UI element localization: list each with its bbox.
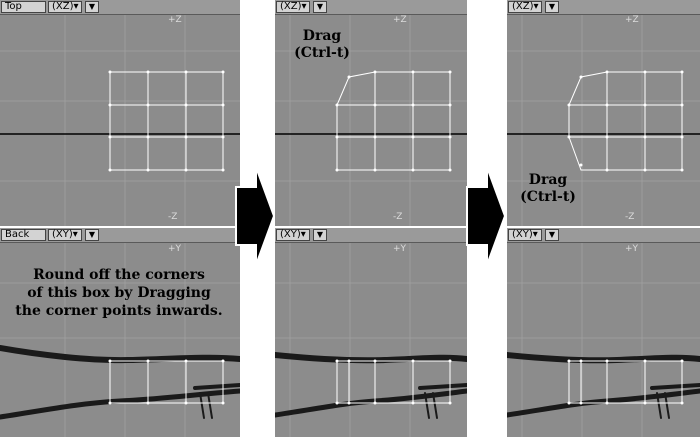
viewport-toolbar: Back (XY)▾ ▼ — [0, 228, 240, 243]
drag-annotation: Drag (Ctrl-t) — [287, 28, 357, 62]
viewport-grid — [275, 243, 467, 437]
axis-label-plus-z: +Z — [168, 15, 182, 25]
projection-label: (XZ) — [512, 1, 534, 12]
axis-label-plus-y: +Y — [168, 244, 182, 254]
instruction-line: the corner points inwards. — [15, 303, 223, 319]
box-mesh-front — [336, 360, 451, 404]
projection-dropdown[interactable]: (XZ)▾ — [276, 1, 310, 13]
box-mesh — [336, 71, 451, 171]
drag-annotation: Drag (Ctrl-t) — [508, 172, 588, 206]
top-viewport[interactable]: (XZ)▾ ▼ +Z -Z — [275, 0, 467, 226]
axis-label-plus-z: +Z — [393, 15, 407, 25]
chevron-down-icon: ▾ — [72, 229, 78, 240]
axis-label-plus-y: +Y — [393, 244, 407, 254]
box-mesh-front — [568, 360, 683, 404]
chevron-down-icon[interactable]: ▼ — [313, 1, 327, 13]
viewport-toolbar: (XZ)▾ ▼ — [275, 0, 467, 15]
step-panel-2: (XZ)▾ ▼ +Z -Z — [275, 0, 467, 437]
right-arrow-icon — [235, 166, 276, 266]
annotation-line: Drag — [302, 28, 342, 44]
projection-label: (XY) — [512, 229, 533, 240]
annotation-line: (Ctrl-t) — [294, 45, 350, 61]
instruction-line: of this box by Dragging — [27, 285, 211, 301]
projection-dropdown[interactable]: (XZ)▾ — [508, 1, 542, 13]
chevron-down-icon[interactable]: ▼ — [545, 229, 559, 241]
projection-dropdown[interactable]: (XZ)▾ — [48, 1, 82, 13]
axis-label-minus-z: -Z — [168, 212, 178, 222]
projection-dropdown[interactable]: (XY)▾ — [276, 229, 310, 241]
chevron-down-icon[interactable]: ▼ — [85, 229, 99, 241]
view-type-button[interactable]: Back — [1, 229, 46, 241]
instruction-text: Round off the corners of this box by Dra… — [4, 266, 234, 320]
projection-label: (XY) — [52, 229, 73, 240]
viewport-toolbar: (XY)▾ ▼ — [275, 228, 467, 243]
back-viewport[interactable]: (XY)▾ ▼ +Y — [507, 228, 700, 437]
viewport-toolbar: (XY)▾ ▼ — [507, 228, 700, 243]
box-mesh — [568, 71, 683, 171]
top-viewport[interactable]: Top (XZ)▾ ▼ +Z -Z — [0, 0, 240, 226]
viewport-grid — [507, 243, 700, 437]
background-sketch — [275, 352, 467, 419]
chevron-down-icon: ▾ — [532, 229, 538, 240]
axis-label-minus-z: -Z — [625, 212, 635, 222]
background-sketch — [0, 345, 240, 420]
background-sketch — [507, 352, 700, 419]
chevron-down-icon: ▾ — [301, 1, 307, 12]
chevron-down-icon[interactable]: ▼ — [545, 1, 559, 13]
axis-label-minus-z: -Z — [393, 212, 403, 222]
view-type-button[interactable]: Top — [1, 1, 46, 13]
viewport-grid — [0, 243, 240, 437]
back-viewport[interactable]: (XY)▾ ▼ +Y — [275, 228, 467, 437]
viewport-toolbar: (XZ)▾ ▼ — [507, 0, 700, 15]
box-mesh — [109, 71, 224, 171]
step-panel-3: (XZ)▾ ▼ +Z -Z — [507, 0, 700, 437]
annotation-line: Drag — [528, 172, 568, 188]
projection-dropdown[interactable]: (XY)▾ — [508, 229, 542, 241]
axis-label-plus-z: +Z — [625, 15, 639, 25]
instruction-line: Round off the corners — [33, 267, 205, 283]
right-arrow-icon — [466, 166, 507, 266]
chevron-down-icon: ▾ — [533, 1, 539, 12]
chevron-down-icon[interactable]: ▼ — [85, 1, 99, 13]
viewport-grid — [0, 15, 240, 226]
chevron-down-icon: ▾ — [73, 1, 79, 12]
viewport-toolbar: Top (XZ)▾ ▼ — [0, 0, 240, 15]
top-viewport[interactable]: (XZ)▾ ▼ +Z -Z — [507, 0, 700, 226]
viewport-grid — [275, 15, 467, 226]
projection-label: (XY) — [280, 229, 301, 240]
viewport-grid — [507, 15, 700, 226]
step-panel-1: Top (XZ)▾ ▼ +Z -Z — [0, 0, 240, 437]
axis-label-plus-y: +Y — [625, 244, 639, 254]
chevron-down-icon[interactable]: ▼ — [313, 229, 327, 241]
back-viewport[interactable]: Back (XY)▾ ▼ + — [0, 228, 240, 437]
chevron-down-icon: ▾ — [300, 229, 306, 240]
projection-label: (XZ) — [280, 1, 302, 12]
projection-label: (XZ) — [52, 1, 74, 12]
projection-dropdown[interactable]: (XY)▾ — [48, 229, 82, 241]
box-mesh-front — [109, 360, 224, 404]
annotation-line: (Ctrl-t) — [520, 189, 576, 205]
